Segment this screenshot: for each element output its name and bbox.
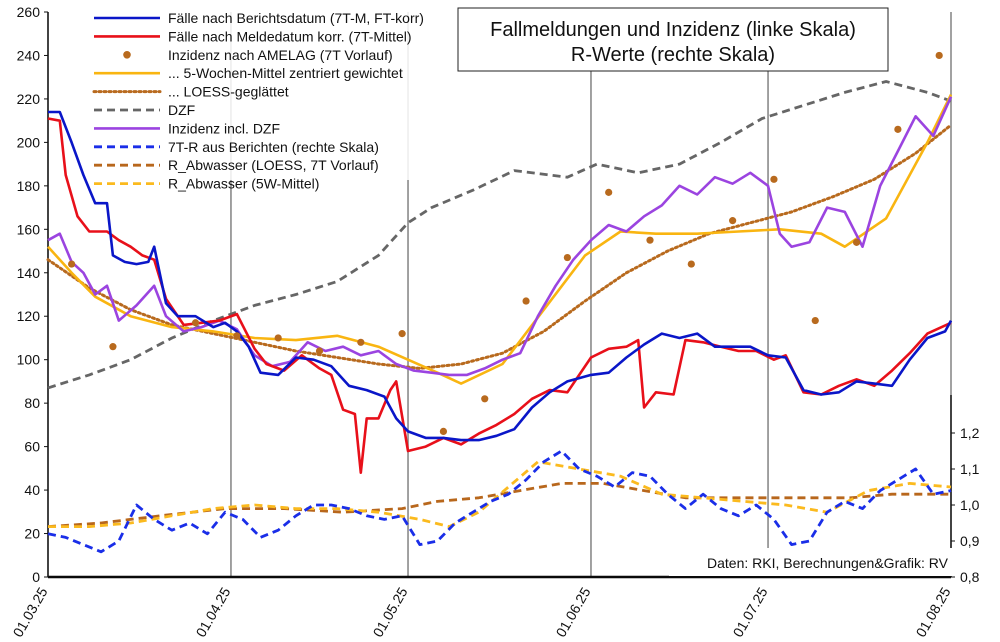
legend: Fälle nach Berichtsdatum (7T-M, FT-korr)… [90, 8, 442, 192]
data-point [481, 395, 489, 403]
y-left-tick-label: 260 [17, 4, 41, 20]
x-tick-label: 01.07.25 [730, 584, 771, 639]
legend-label: R_Abwasser (5W-Mittel) [168, 176, 319, 192]
series-line-7t-r-aus-berichten-rechte-skala [47, 449, 952, 554]
x-tick-label: 01.04.25 [192, 584, 233, 639]
legend-label: Fälle nach Meldedatum korr. (7T-Mittel) [168, 28, 412, 44]
data-point [68, 260, 76, 268]
legend-label: Fälle nach Berichtsdatum (7T-M, FT-korr) [168, 10, 424, 26]
legend-label: ... LOESS-geglättet [168, 84, 289, 100]
legend-swatch [123, 51, 131, 59]
data-point [935, 51, 943, 60]
data-point [811, 316, 819, 325]
x-tick-label: 01.06.25 [552, 584, 593, 639]
data-point [439, 427, 448, 436]
series-line-f-lle-nach-berichtsdatum-7t-m-ft-korr [48, 110, 953, 442]
y-left-tick-label: 20 [24, 526, 40, 542]
source-box: Daten: RKI, Berechnungen&Grafik: RV [669, 548, 954, 576]
data-point [398, 330, 406, 338]
series-line-r-abwasser-loess-7t-vorlauf [47, 482, 951, 528]
source-note: Daten: RKI, Berechnungen&Grafik: RV [707, 555, 949, 571]
x-tick-label: 01.05.25 [370, 584, 411, 639]
legend-item: Fälle nach Berichtsdatum (7T-M, FT-korr) [94, 10, 424, 26]
title-box: Fallmeldungen und Inzidenz (linke Skala)… [457, 7, 889, 72]
y-left-tick-label: 200 [17, 134, 41, 150]
y-left-tick-label: 120 [17, 308, 41, 324]
data-point [191, 319, 200, 327]
data-point [770, 175, 778, 183]
data-point [687, 260, 695, 268]
data-point [109, 343, 117, 351]
legend-item: ... 5-Wochen-Mittel zentriert gewichtet [94, 65, 403, 81]
legend-label: R_Abwasser (LOESS, 7T Vorlauf) [168, 157, 379, 173]
series-inzidenz-nach-amelag-7t-vorlauf [68, 51, 943, 436]
legend-label: Inzidenz nach AMELAG (7T Vorlauf) [168, 47, 393, 63]
x-axis: 01.03.25 01.04.25 01.05.25 01.06.25 01.07.25… [9, 576, 954, 640]
chart-title: Fallmeldungen und Inzidenz (linke Skala) [490, 19, 856, 41]
x-tick-label: 01.03.25 [9, 584, 50, 639]
y-right-tick-label: 0,8 [960, 569, 980, 585]
legend-label: Inzidenz incl. DZF [168, 120, 280, 136]
data-point [894, 125, 902, 133]
y-left-tick-label: 0 [32, 569, 40, 585]
legend-item: R_Abwasser (LOESS, 7T Vorlauf) [94, 157, 379, 173]
legend-item: R_Abwasser (5W-Mittel) [94, 176, 319, 192]
y-right-tick-label: 1,2 [960, 425, 980, 441]
legend-item: Inzidenz nach AMELAG (7T Vorlauf) [123, 47, 393, 63]
y-left-tick-label: 220 [17, 91, 41, 107]
y-axis-right: 0,8 0,9 1,0 1,1 1,2 [950, 395, 980, 585]
data-point [233, 332, 241, 340]
y-axis-left: 0 20 40 60 80 100 120 140 160 180 200 220 240 260 [17, 4, 49, 585]
legend-item: 7T-R aus Berichten (rechte Skala) [94, 139, 379, 155]
data-point [315, 347, 324, 355]
series-line-r-abwasser-5w-mittel [48, 460, 952, 528]
y-left-tick-label: 40 [24, 482, 40, 498]
legend-label: 7T-R aus Berichten (rechte Skala) [168, 139, 379, 155]
series-line-dzf [47, 80, 952, 390]
series-layer [46, 51, 953, 554]
data-point [646, 236, 654, 244]
y-left-tick-label: 80 [24, 395, 40, 411]
y-right-tick-label: 1,0 [960, 497, 980, 513]
data-point [852, 238, 861, 246]
y-left-tick-label: 180 [17, 178, 41, 194]
y-right-tick-label: 1,1 [960, 461, 980, 477]
data-point [522, 297, 530, 305]
legend-item: Fälle nach Meldedatum korr. (7T-Mittel) [94, 28, 412, 44]
legend-label: ... 5-Wochen-Mittel zentriert gewichtet [168, 65, 403, 81]
x-tick-label: 01.08.25 [912, 584, 953, 639]
y-left-tick-label: 160 [17, 221, 41, 237]
legend-item: DZF [94, 102, 195, 118]
legend-label: DZF [168, 102, 195, 118]
legend-item: Inzidenz incl. DZF [94, 120, 280, 136]
y-left-tick-label: 240 [17, 47, 41, 63]
y-left-tick-label: 100 [17, 352, 41, 368]
legend-item: ... LOESS-geglättet [92, 84, 289, 100]
series-line-inzidenz-incl-dzf [47, 96, 953, 377]
data-point [729, 217, 737, 225]
y-left-tick-label: 140 [17, 265, 41, 281]
y-left-tick-label: 60 [24, 439, 40, 455]
y-right-tick-label: 0,9 [960, 533, 980, 549]
data-point [274, 334, 282, 342]
data-point [605, 188, 613, 196]
data-point [563, 253, 571, 262]
chart-subtitle: R-Werte (rechte Skala) [571, 44, 775, 66]
data-point [357, 338, 365, 346]
